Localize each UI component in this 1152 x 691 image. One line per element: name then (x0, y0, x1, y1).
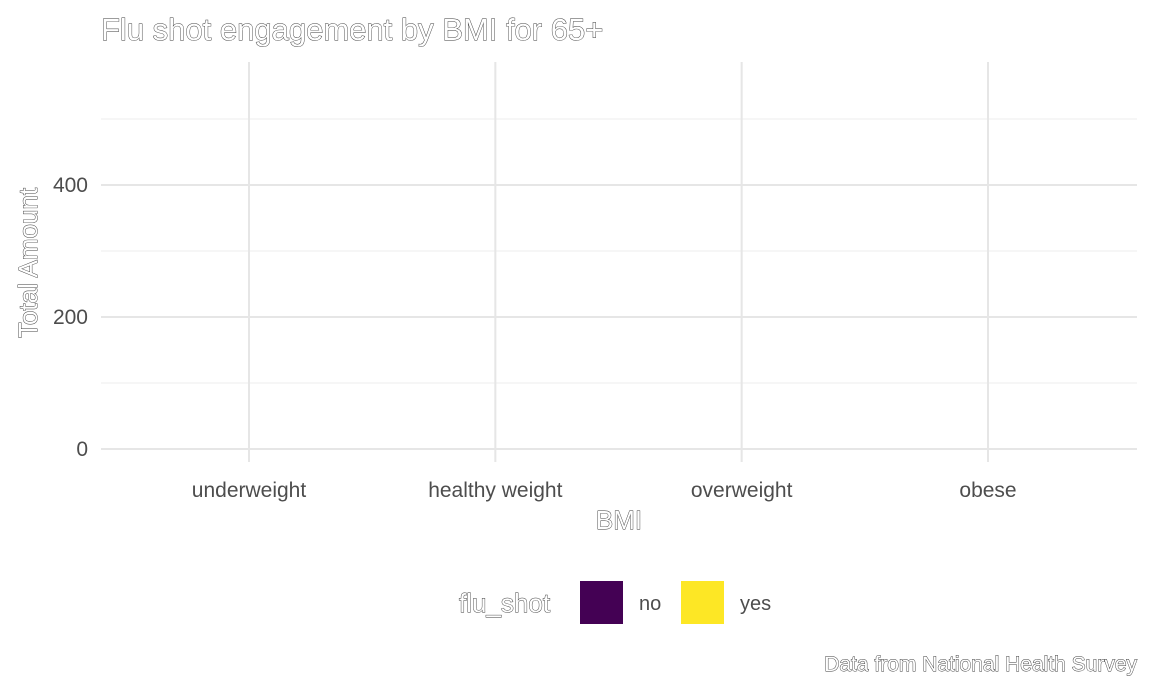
minor-grid (101, 118, 1137, 384)
x-tick-label: healthy weight (428, 479, 562, 502)
chart-title: Flu shot engagement by BMI for 65+ (101, 12, 603, 47)
legend-label-yes: yes (740, 593, 771, 615)
y-axis-label: Total Amount (13, 187, 43, 338)
y-tick-labels: 0 200 400 (53, 174, 88, 461)
legend-title: flu_shot (459, 588, 551, 618)
x-axis-label: BMI (596, 505, 642, 535)
x-tick-labels: underweight healthy weight overweight obese (192, 479, 1017, 502)
legend-swatch-no (580, 581, 623, 624)
x-tick-label: overweight (691, 479, 793, 502)
legend-label-no: no (639, 593, 661, 615)
x-tick-label: obese (959, 479, 1016, 502)
caption: Data from National Health Survey (824, 653, 1137, 676)
legend-swatch-yes (681, 581, 724, 624)
legend: flu_shot no yes (459, 581, 771, 624)
y-tick-label: 0 (76, 438, 88, 461)
y-tick-label: 200 (53, 306, 88, 329)
major-grid (101, 62, 1137, 462)
y-tick-label: 400 (53, 174, 88, 197)
x-tick-label: underweight (192, 479, 307, 502)
